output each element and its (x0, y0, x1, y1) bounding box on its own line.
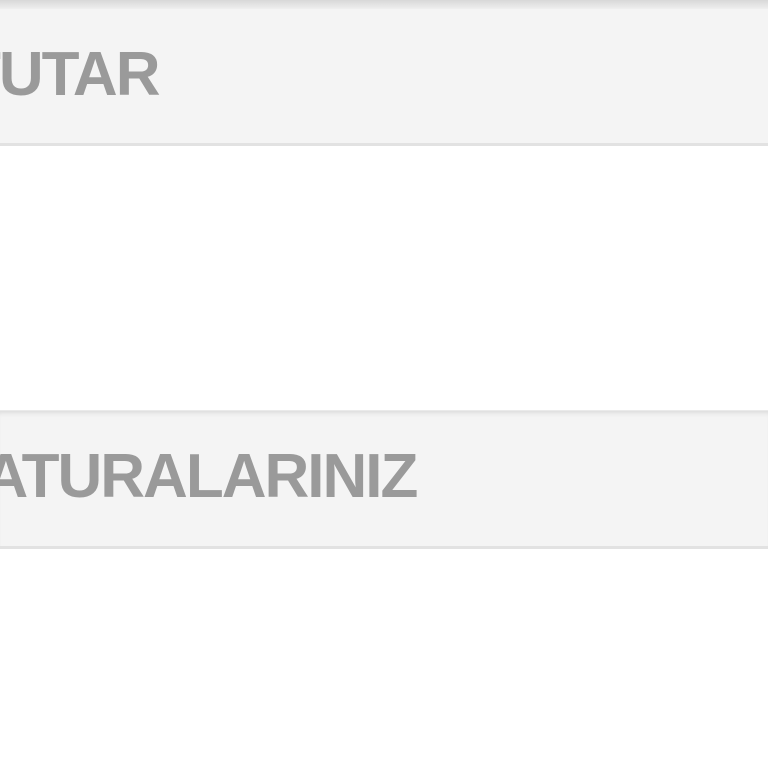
amount-section-body (0, 146, 768, 410)
section-header-invoices (0, 410, 768, 549)
section-header-amount (0, 9, 768, 146)
invoice-row[interactable]: 10 Öde (0, 549, 768, 768)
section-header-amount-label: TUTAR (0, 40, 160, 109)
section-header-invoices-label: FATURALARINIZ (0, 442, 418, 511)
top-edge-bar (0, 0, 768, 9)
